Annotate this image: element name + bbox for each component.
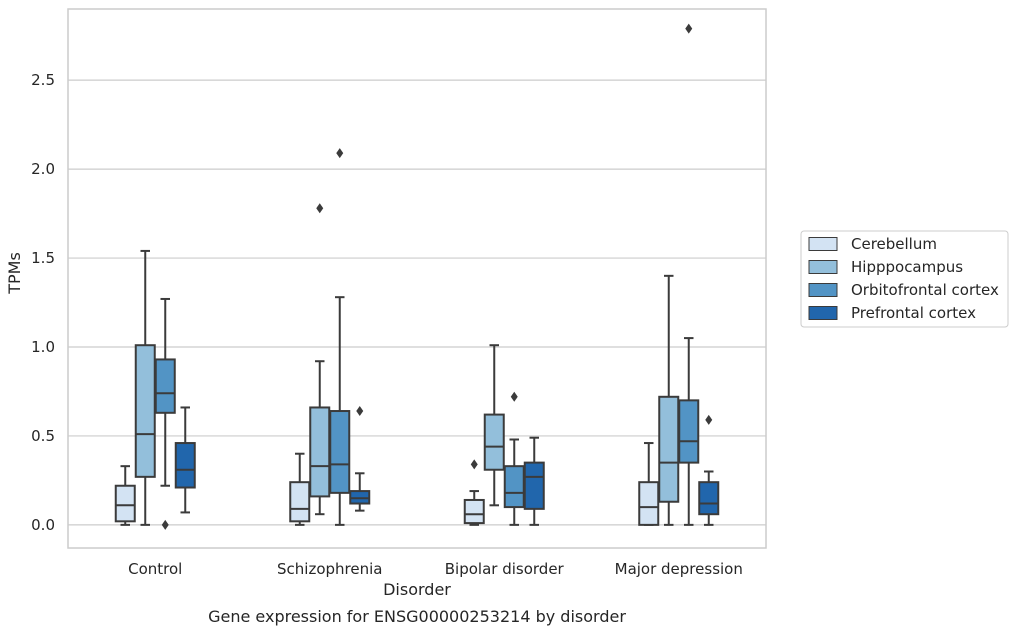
box-body: [309, 406, 331, 498]
box-body: [638, 481, 660, 526]
box: [174, 406, 196, 514]
box-body: [114, 484, 136, 523]
legend-swatch: [808, 283, 838, 297]
box-body: [483, 413, 505, 471]
x-axis-ticks: Control Schizophrenia Bipolar disorder Majo…: [128, 560, 743, 578]
box: [329, 148, 351, 526]
y-axis-ticks: 0.0 0.5 1.0 1.5 2.0 2.5: [31, 71, 55, 534]
legend-swatch: [808, 260, 838, 274]
y-tick-label: 1.5: [31, 249, 55, 267]
legend-label: Hipppocampus: [851, 258, 963, 276]
box: [503, 391, 525, 526]
x-tick-label: Major depression: [615, 560, 743, 578]
box-body: [329, 410, 351, 494]
legend-label: Cerebellum: [851, 235, 937, 253]
series-orbitofrontal-cortex: [154, 23, 700, 530]
box-body: [698, 481, 720, 516]
series-cerebellum: [114, 442, 660, 526]
series-prefrontal-cortex: [174, 406, 720, 526]
box: [698, 414, 720, 526]
plot-frame: [67, 8, 767, 549]
y-tick-label: 0.0: [31, 516, 55, 534]
box-body: [523, 461, 545, 510]
box: [349, 406, 371, 512]
legend: Cerebellum Hipppocampus Orbitofrontal cort…: [800, 230, 1009, 328]
outlier-point: [510, 391, 518, 402]
legend-swatch: [808, 237, 838, 251]
outlier-point: [336, 148, 344, 159]
x-tick-label: Schizophrenia: [277, 560, 382, 578]
box: [154, 297, 176, 530]
outlier-point: [685, 23, 693, 34]
outlier-point: [356, 406, 364, 417]
box: [309, 203, 331, 516]
outlier-point: [705, 414, 713, 425]
y-tick-label: 2.5: [31, 71, 55, 89]
outlier-point: [161, 519, 169, 530]
plot-area: [114, 23, 720, 530]
box: [658, 274, 680, 526]
y-axis-title: TPMs: [5, 252, 24, 295]
box: [678, 23, 700, 526]
box: [638, 442, 660, 526]
series-hipppocampus: [134, 203, 680, 526]
legend-frame: [800, 230, 1009, 328]
box-body: [134, 344, 156, 478]
y-tick-label: 2.0: [31, 160, 55, 178]
box: [289, 452, 311, 526]
y-tick-label: 1.0: [31, 338, 55, 356]
legend-label: Orbitofrontal cortex: [851, 281, 999, 299]
box: [114, 465, 136, 526]
outlier-point: [470, 459, 478, 470]
box-body: [678, 399, 700, 464]
x-tick-label: Bipolar disorder: [445, 560, 565, 578]
box: [523, 436, 545, 526]
box: [463, 459, 485, 526]
box-body: [289, 481, 311, 523]
legend-swatch: [808, 306, 838, 320]
box-body: [463, 498, 485, 525]
box-body: [658, 395, 680, 503]
figure-caption: Gene expression for ENSG00000253214 by d…: [208, 607, 626, 626]
x-axis-title: Disorder: [383, 580, 451, 599]
outlier-point: [316, 203, 324, 214]
box-body: [174, 442, 196, 489]
y-tick-label: 0.5: [31, 427, 55, 445]
box: [483, 344, 505, 507]
legend-label: Prefrontal cortex: [851, 304, 976, 322]
x-tick-label: Control: [128, 560, 182, 578]
box-body: [503, 465, 525, 509]
box-body: [154, 358, 176, 414]
